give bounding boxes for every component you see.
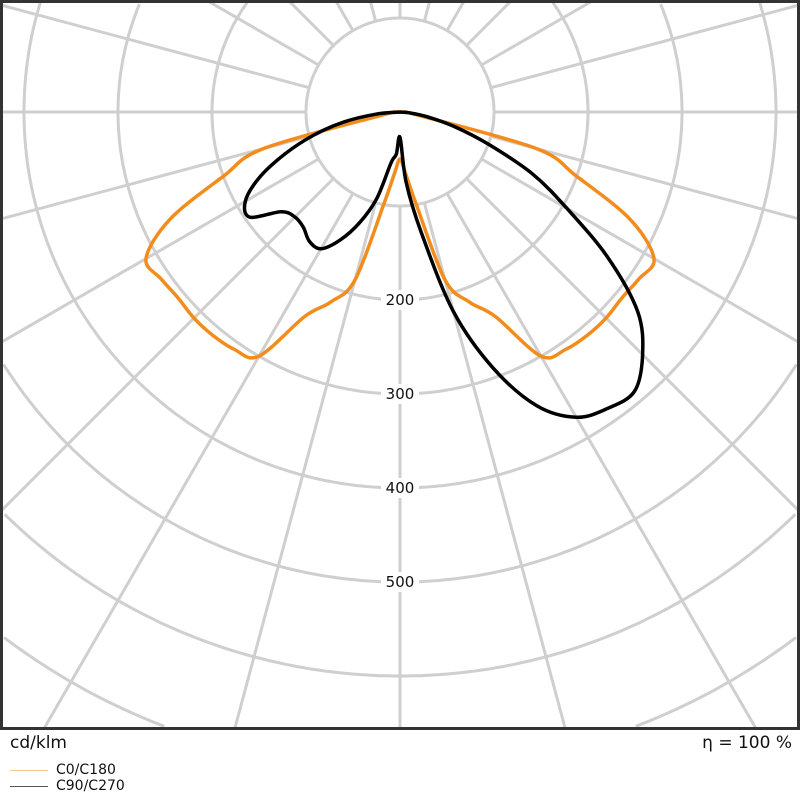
grid-circle	[22, 2, 778, 490]
grid-radial-line	[208, 2, 320, 67]
grid-radial-line	[2, 157, 320, 344]
grid-radial-line	[422, 2, 431, 22]
series-curve-c90-c270	[242, 110, 645, 420]
radial-tick-label: 300	[386, 385, 415, 403]
grid-circle	[3, 636, 797, 728]
grid-radial-line	[2, 177, 335, 512]
efficiency-label: η = 100 %	[702, 733, 792, 753]
grid-radial-line	[465, 177, 798, 512]
tick-label-bg	[381, 572, 419, 592]
tick-label-bg	[381, 478, 419, 498]
grid-radial-line	[422, 202, 567, 728]
series-curve-c0-c180	[144, 110, 656, 360]
legend-swatch	[10, 785, 48, 787]
radial-tick-label: 400	[386, 479, 415, 497]
radial-tick-labels: 200 300 400 500	[381, 290, 419, 592]
chart-frame	[0, 0, 800, 730]
grid-radial-line	[369, 2, 378, 22]
legend-label: C0/C180	[56, 762, 116, 778]
unit-label: cd/klm	[10, 733, 67, 753]
grid-radial-line	[335, 2, 355, 32]
radial-tick-label: 200	[386, 291, 415, 309]
curves	[144, 110, 656, 420]
grid-circle	[116, 3, 684, 396]
grid-radial-line	[288, 2, 335, 47]
tick-label-bg	[381, 290, 419, 310]
grid-radial-line	[480, 2, 592, 67]
legend-swatch	[10, 769, 48, 771]
grid-radial-line	[233, 202, 378, 728]
grid-radial-line	[445, 2, 465, 32]
grid-radial-line	[490, 3, 798, 90]
grid-radial-line	[480, 157, 798, 344]
grid-radial-line	[465, 2, 512, 47]
grid-radial-line	[445, 192, 757, 728]
tick-label-bg	[381, 384, 419, 404]
radial-tick-label: 500	[386, 573, 415, 591]
grid-radial-line	[2, 3, 310, 90]
legend-item-c0-c180: C0/C180	[10, 762, 116, 778]
grid-radial-line	[43, 192, 355, 728]
legend-item-c90-c270: C90/C270	[10, 778, 125, 794]
legend-label: C90/C270	[56, 778, 125, 794]
grid	[2, 2, 798, 728]
